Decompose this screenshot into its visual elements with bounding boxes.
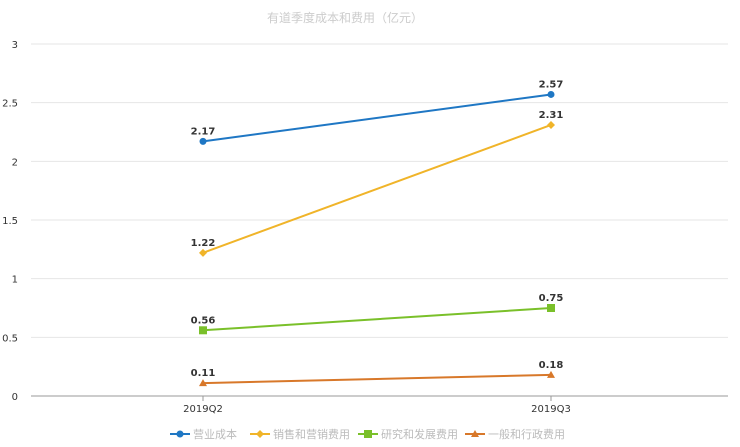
y-tick-label: 1.5 <box>2 216 18 227</box>
y-tick-label: 3 <box>12 40 18 51</box>
series-line <box>202 307 552 332</box>
y-tick-label: 0.5 <box>2 333 18 344</box>
legend-marker-icon <box>176 430 184 438</box>
data-label: 0.18 <box>539 360 564 371</box>
series-line <box>202 93 552 143</box>
y-axis-ticks: 0 0.5 1 1.5 2 2.5 3 <box>2 40 18 403</box>
legend-item-2[interactable]: 研究和发展费用 <box>358 427 458 441</box>
legend-marker-icon <box>471 430 479 437</box>
data-label: 1.22 <box>191 238 216 249</box>
legend-label: 营业成本 <box>193 427 237 441</box>
data-point <box>547 304 555 312</box>
legend-label: 一般和行政费用 <box>488 427 565 441</box>
series-3: 0.11 0.18 <box>191 360 564 387</box>
x-tick-label: 2019Q2 <box>183 404 223 415</box>
grid-lines <box>31 43 728 338</box>
series-0: 2.17 2.57 <box>191 79 564 145</box>
data-label: 0.75 <box>539 293 564 304</box>
legend-marker-icon <box>364 430 372 438</box>
series-1: 1.22 2.31 <box>191 110 564 257</box>
data-label: 2.17 <box>191 126 216 137</box>
y-tick-label: 1 <box>12 275 18 286</box>
legend-item-1[interactable]: 销售和营销费用 <box>250 427 350 441</box>
series-line <box>202 373 552 385</box>
data-label: 0.56 <box>191 315 216 326</box>
y-tick-label: 0 <box>12 392 18 403</box>
legend-marker-icon <box>256 430 264 438</box>
series-line <box>202 124 552 254</box>
y-tick-label: 2 <box>12 157 18 168</box>
x-tick-label: 2019Q3 <box>531 404 571 415</box>
series-2: 0.56 0.75 <box>191 293 564 335</box>
legend-label: 研究和发展费用 <box>381 427 458 441</box>
data-label: 2.57 <box>539 79 564 90</box>
legend-label: 销售和营销费用 <box>273 427 350 441</box>
data-label: 0.11 <box>191 368 216 379</box>
legend-item-3[interactable]: 一般和行政费用 <box>465 427 565 441</box>
y-tick-label: 2.5 <box>2 99 18 110</box>
data-point <box>199 137 207 145</box>
x-axis-ticks: 2019Q2 2019Q3 <box>183 396 571 415</box>
data-point <box>547 370 555 378</box>
data-point <box>199 326 207 335</box>
data-point <box>547 90 555 98</box>
data-point <box>199 248 207 257</box>
series-lines: 2.17 2.57 1.22 2.31 0.56 0.75 0.11 0.18 <box>191 79 564 387</box>
legend[interactable]: 营业成本 销售和营销费用 研究和发展费用 一般和行政费用 <box>170 427 565 441</box>
legend-item-0[interactable]: 营业成本 <box>170 427 237 441</box>
data-point <box>199 379 207 387</box>
chart-title: 有道季度成本和费用（亿元） <box>267 10 423 25</box>
data-label: 2.31 <box>539 110 564 121</box>
data-point <box>547 120 555 129</box>
